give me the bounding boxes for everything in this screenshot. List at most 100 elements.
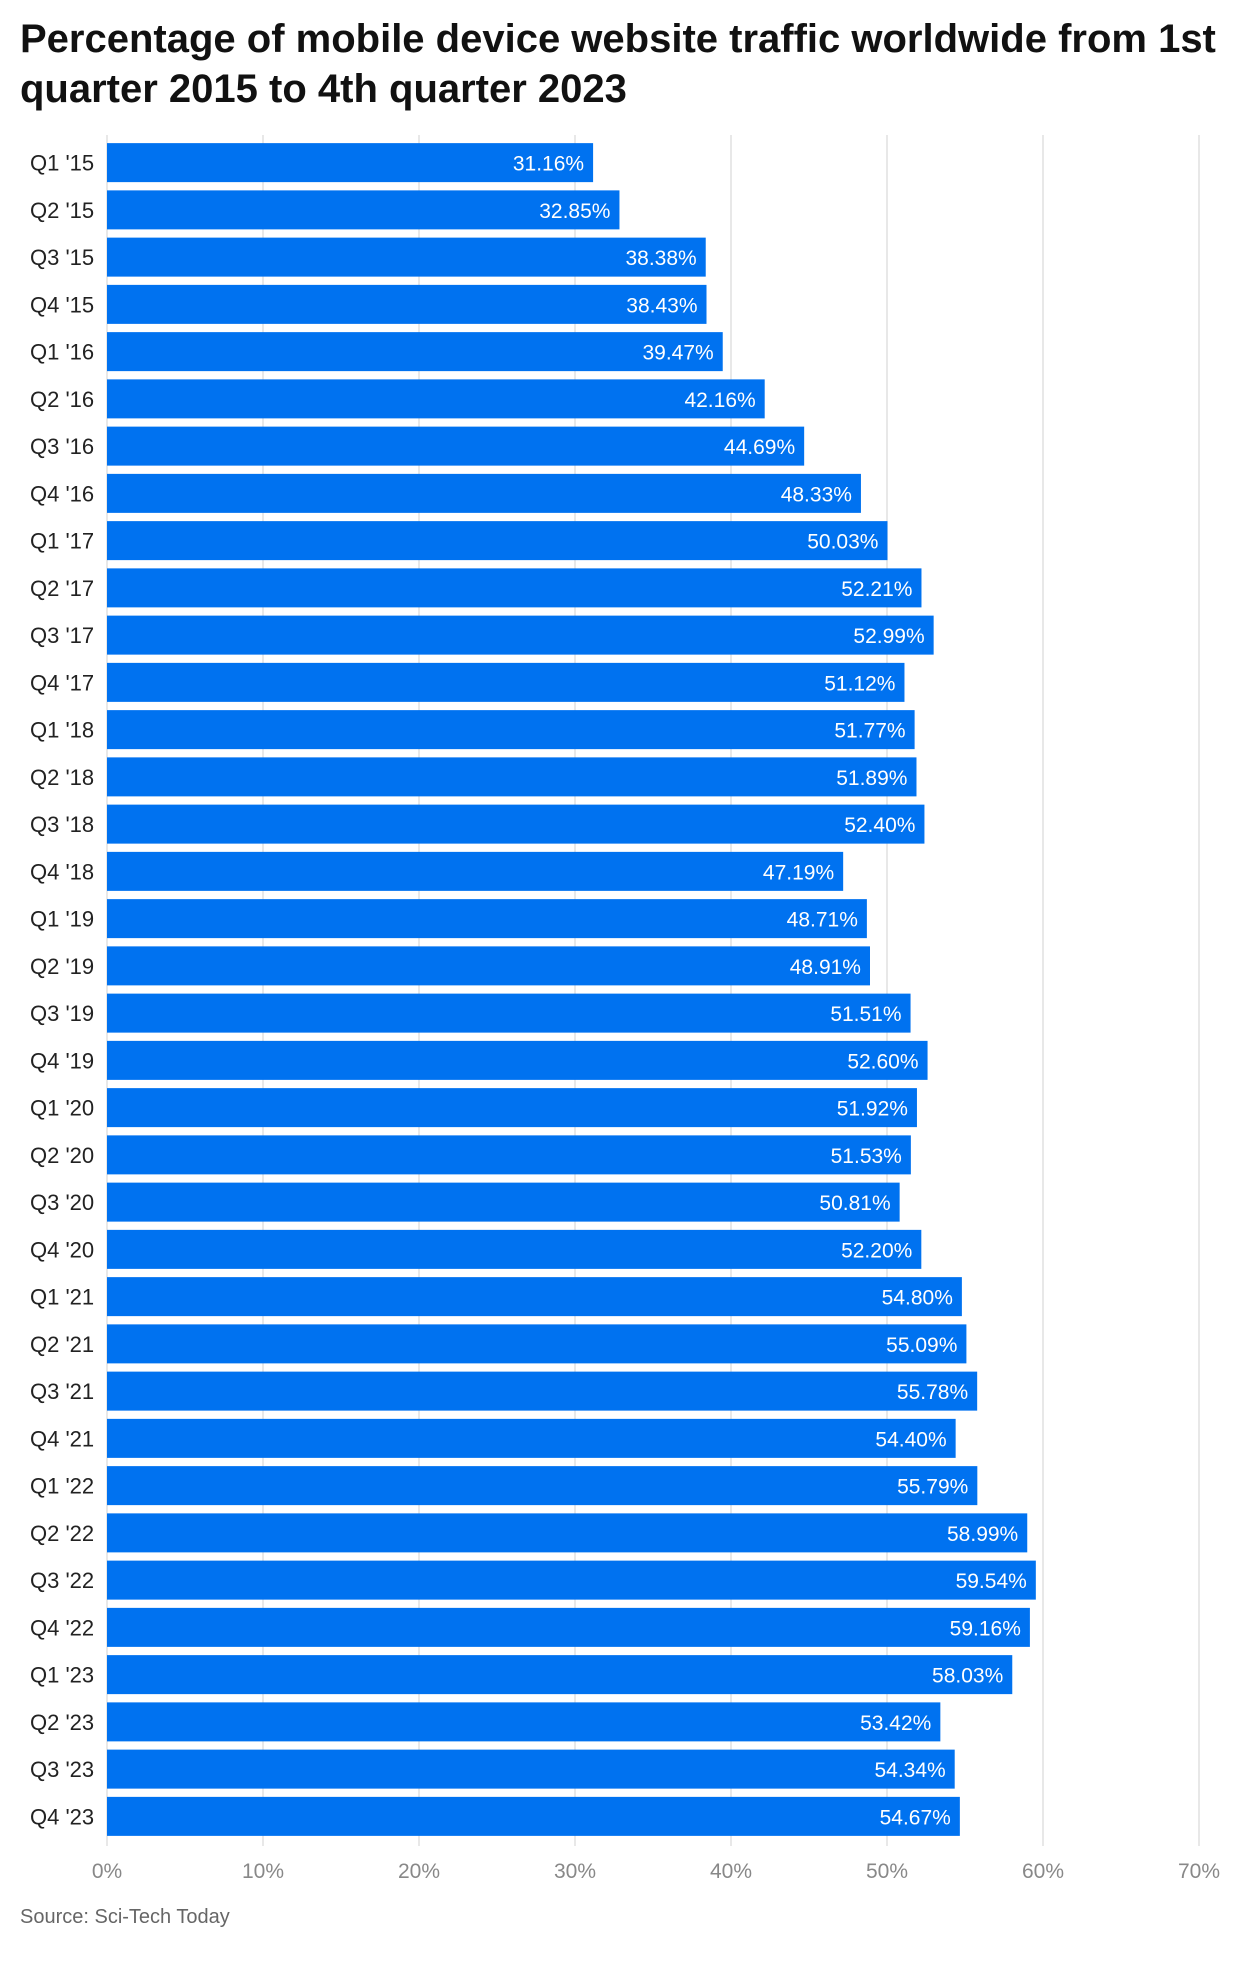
x-tick-label: 50%: [866, 1860, 908, 1883]
data-label: 53.42%: [860, 1712, 931, 1735]
bar: [107, 1749, 955, 1789]
bar: [107, 1371, 978, 1411]
bar: [107, 710, 915, 750]
category-label: Q3 '16: [30, 434, 94, 459]
category-label: Q2 '16: [30, 387, 94, 412]
bar: [107, 1466, 978, 1506]
category-label: Q3 '15: [30, 245, 94, 270]
data-label: 51.51%: [830, 1003, 901, 1026]
category-label: Q3 '19: [30, 1001, 94, 1026]
chart-title: Percentage of mobile device website traf…: [20, 17, 1216, 111]
bar: [107, 1182, 900, 1222]
x-tick-label: 10%: [242, 1860, 284, 1883]
bar: [107, 1655, 1013, 1695]
category-label: Q1 '17: [30, 529, 94, 554]
category-label: Q3 '23: [30, 1757, 94, 1782]
data-label: 55.79%: [897, 1476, 968, 1499]
bar: [107, 237, 706, 277]
category-label: Q2 '21: [30, 1332, 94, 1357]
data-label: 59.54%: [956, 1570, 1027, 1593]
category-label: Q1 '22: [30, 1474, 94, 1499]
category-label: Q1 '19: [30, 907, 94, 932]
data-label: 58.99%: [947, 1523, 1018, 1546]
bar: [107, 379, 765, 419]
bar: [107, 1513, 1028, 1553]
data-label: 51.77%: [834, 720, 905, 743]
bar: [107, 757, 917, 797]
category-label: Q2 '18: [30, 765, 94, 790]
category-labels: Q1 '15 Q2 '15 Q3 '15 Q4 '15 Q1 '16 Q2 '16 Q3 '…: [30, 151, 94, 1830]
bar: [107, 946, 870, 986]
category-label: Q2 '23: [30, 1710, 94, 1735]
category-label: Q1 '16: [30, 340, 94, 365]
data-label: 51.53%: [831, 1145, 902, 1168]
data-label: 52.40%: [844, 814, 915, 837]
category-label: Q1 '18: [30, 718, 94, 743]
data-label: 48.33%: [781, 483, 852, 506]
bar: [107, 804, 925, 844]
bar: [107, 473, 861, 513]
data-label: 52.20%: [841, 1239, 912, 1262]
bar: [107, 1418, 956, 1458]
data-label: 59.16%: [950, 1617, 1021, 1640]
data-label: 48.91%: [790, 956, 861, 979]
data-label: 50.81%: [819, 1192, 890, 1215]
category-label: Q3 '18: [30, 812, 94, 837]
data-label: 52.21%: [841, 578, 912, 601]
data-label: 55.09%: [886, 1334, 957, 1357]
data-label: 54.40%: [875, 1428, 946, 1451]
category-label: Q4 '17: [30, 670, 94, 695]
bar: [107, 1277, 962, 1317]
data-label: 44.69%: [724, 436, 795, 459]
category-label: Q2 '20: [30, 1143, 94, 1168]
bar: [107, 1702, 941, 1742]
data-label: 47.19%: [763, 861, 834, 884]
bar: [107, 521, 888, 561]
bar: [107, 1324, 967, 1364]
category-label: Q4 '23: [30, 1804, 94, 1829]
data-label: 32.85%: [539, 200, 610, 223]
data-label: 42.16%: [684, 389, 755, 412]
category-label: Q1 '21: [30, 1285, 94, 1310]
bar: [107, 190, 620, 230]
data-label: 51.12%: [824, 672, 895, 695]
data-label: 48.71%: [787, 909, 858, 932]
bar: [107, 332, 723, 372]
category-label: Q4 '18: [30, 859, 94, 884]
x-tick-label: 20%: [398, 1860, 440, 1883]
source-note: Source: Sci-Tech Today: [20, 1906, 230, 1928]
x-tick-label: 30%: [554, 1860, 596, 1883]
category-label: Q3 '17: [30, 623, 94, 648]
bar: [107, 1040, 928, 1080]
category-label: Q4 '21: [30, 1426, 94, 1451]
category-label: Q4 '20: [30, 1237, 94, 1262]
category-label: Q2 '22: [30, 1521, 94, 1546]
data-label: 54.34%: [874, 1759, 945, 1782]
bar: [107, 1607, 1030, 1647]
bar: [107, 993, 911, 1033]
bars: [107, 143, 1036, 1836]
category-label: Q2 '19: [30, 954, 94, 979]
data-label: 54.67%: [880, 1806, 951, 1829]
x-tick-label: 0%: [92, 1860, 122, 1883]
bar: [107, 615, 934, 655]
category-label: Q4 '15: [30, 292, 94, 317]
bar: [107, 1135, 911, 1175]
data-label: 39.47%: [642, 342, 713, 365]
category-label: Q3 '20: [30, 1190, 94, 1215]
data-label: 51.89%: [836, 767, 907, 790]
x-axis-ticks: 0% 10% 20% 30% 40% 50% 60% 70%: [92, 1860, 1220, 1883]
x-tick-label: 70%: [1178, 1860, 1220, 1883]
category-label: Q4 '22: [30, 1615, 94, 1640]
data-label: 54.80%: [882, 1287, 953, 1310]
category-label: Q4 '16: [30, 481, 94, 506]
category-label: Q2 '15: [30, 198, 94, 223]
data-label: 50.03%: [807, 531, 878, 554]
category-label: Q4 '19: [30, 1048, 94, 1073]
category-label: Q3 '21: [30, 1379, 94, 1404]
bar: [107, 1088, 917, 1128]
bar: [107, 568, 922, 608]
bar: [107, 1229, 922, 1269]
bar-chart: Q1 '15 Q2 '15 Q3 '15 Q4 '15 Q1 '16 Q2 '16 Q3 '…: [30, 135, 1220, 1883]
bar: [107, 143, 594, 183]
